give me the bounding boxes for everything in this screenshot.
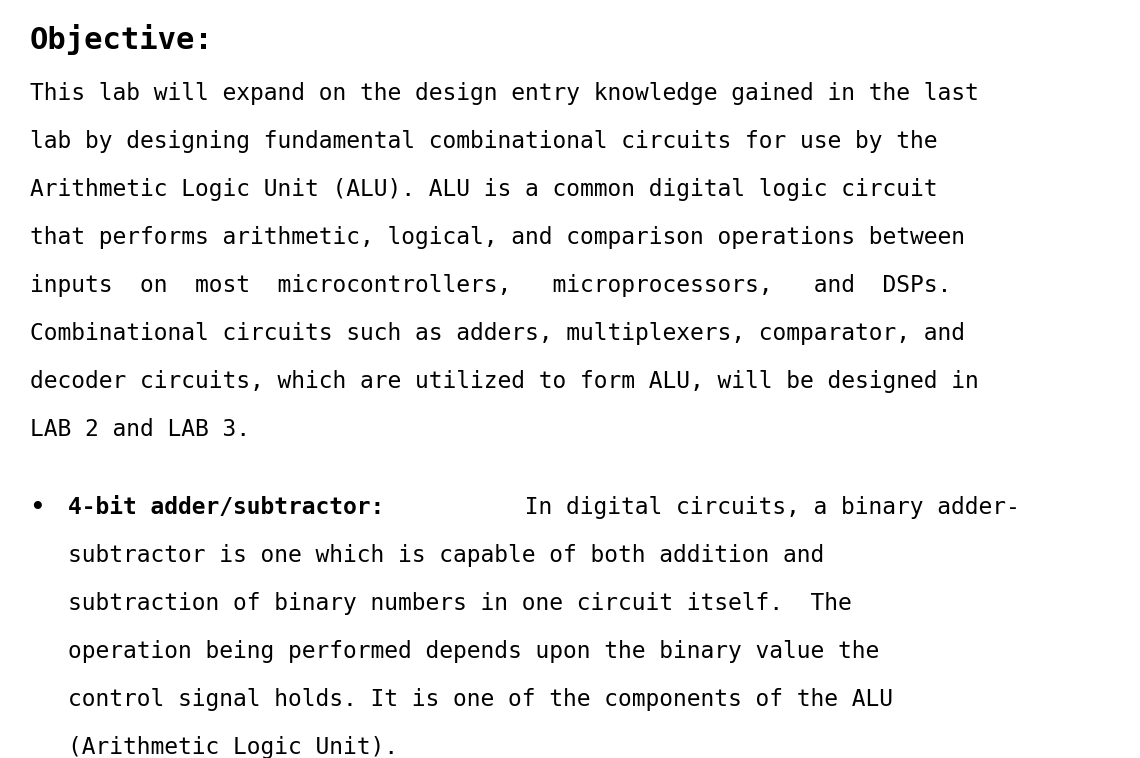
Text: Combinational circuits such as adders, multiplexers, comparator, and: Combinational circuits such as adders, m… bbox=[30, 321, 964, 345]
Text: inputs  on  most  microcontrollers,   microprocessors,   and  DSPs.: inputs on most microcontrollers, micropr… bbox=[30, 274, 951, 296]
Text: that performs arithmetic, logical, and comparison operations between: that performs arithmetic, logical, and c… bbox=[30, 226, 964, 249]
Text: This lab will expand on the design entry knowledge gained in the last: This lab will expand on the design entry… bbox=[30, 82, 979, 105]
Text: operation being performed depends upon the binary value the: operation being performed depends upon t… bbox=[68, 640, 879, 662]
Text: 4-bit adder/subtractor:: 4-bit adder/subtractor: bbox=[68, 496, 384, 518]
Text: subtraction of binary numbers in one circuit itself.  The: subtraction of binary numbers in one cir… bbox=[68, 591, 852, 615]
Text: (Arithmetic Logic Unit).: (Arithmetic Logic Unit). bbox=[68, 735, 398, 758]
Text: Arithmetic Logic Unit (ALU). ALU is a common digital logic circuit: Arithmetic Logic Unit (ALU). ALU is a co… bbox=[30, 177, 937, 201]
Text: •: • bbox=[30, 496, 43, 518]
Text: subtractor is one which is capable of both addition and: subtractor is one which is capable of bo… bbox=[68, 543, 824, 566]
Text: lab by designing fundamental combinational circuits for use by the: lab by designing fundamental combination… bbox=[30, 130, 937, 152]
Text: In digital circuits, a binary adder-: In digital circuits, a binary adder- bbox=[512, 496, 1020, 518]
Text: decoder circuits, which are utilized to form ALU, will be designed in: decoder circuits, which are utilized to … bbox=[30, 370, 979, 393]
Text: control signal holds. It is one of the components of the ALU: control signal holds. It is one of the c… bbox=[68, 688, 893, 710]
Text: LAB 2 and LAB 3.: LAB 2 and LAB 3. bbox=[30, 418, 250, 440]
Text: Objective:: Objective: bbox=[30, 24, 214, 55]
